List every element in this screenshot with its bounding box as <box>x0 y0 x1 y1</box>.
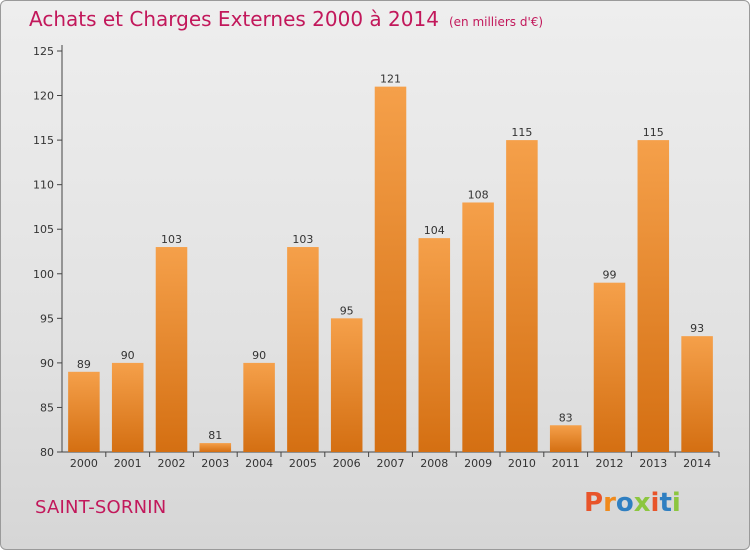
chart-subtitle: (en milliers d'€) <box>448 15 544 29</box>
x-tick-label: 2000 <box>70 457 98 470</box>
bar-2014 <box>681 336 713 452</box>
y-tick-label: 115 <box>33 134 54 147</box>
y-tick-label: 100 <box>33 268 54 281</box>
x-tick-label: 2010 <box>508 457 536 470</box>
bar-2002 <box>155 247 188 452</box>
data-label: 121 <box>380 73 401 86</box>
data-label: 95 <box>340 304 354 317</box>
data-label: 104 <box>424 224 445 237</box>
x-tick-label: 2009 <box>464 457 492 470</box>
data-label: 83 <box>559 411 573 424</box>
x-tick-label: 2005 <box>289 457 317 470</box>
bar-2006 <box>330 318 363 452</box>
y-tick-label: 80 <box>40 446 54 459</box>
y-tick-label: 95 <box>40 312 54 325</box>
x-tick-label: 2007 <box>377 457 405 470</box>
town-name: SAINT-SORNIN <box>35 497 167 518</box>
proxiti-logo[interactable]: Proxiti <box>584 488 681 518</box>
x-tick-label: 2006 <box>333 457 361 470</box>
data-label: 81 <box>208 429 222 442</box>
bar-2010 <box>506 140 538 452</box>
bar-2005 <box>287 247 319 452</box>
y-tick-label: 125 <box>33 45 54 58</box>
x-tick-label: 2001 <box>114 457 142 470</box>
bar-2011 <box>549 425 582 452</box>
data-label: 89 <box>77 358 91 371</box>
bar-2000 <box>68 371 100 452</box>
data-label: 99 <box>603 269 617 282</box>
bar-2009 <box>462 202 494 452</box>
data-labels: 89 90 103 81 90 103 95 121 104 108 115 83 99 115 93 <box>77 73 704 442</box>
y-tick-label: 120 <box>33 90 54 103</box>
bar-2007 <box>374 86 407 453</box>
data-label: 115 <box>643 126 664 139</box>
bar-2013 <box>637 140 670 452</box>
data-label: 90 <box>121 349 135 362</box>
data-label: 115 <box>511 126 532 139</box>
x-tick-label: 2012 <box>596 457 624 470</box>
y-tick-label: 85 <box>40 401 54 414</box>
chart-title-text: Achats et Charges Externes 2000 à 2014 <box>29 7 439 31</box>
logo-letter: o <box>615 488 634 518</box>
bar-2004 <box>243 362 275 452</box>
data-label: 103 <box>161 233 182 246</box>
chart-title: Achats et Charges Externes 2000 à 2014 (e… <box>29 7 543 31</box>
data-label: 90 <box>252 349 266 362</box>
logo-letter: r <box>603 488 616 518</box>
logo-letter: i <box>650 488 660 518</box>
logo-letter: i <box>671 488 681 518</box>
y-tick-label: 105 <box>33 223 54 236</box>
logo-letter: t <box>659 488 672 518</box>
bars <box>68 86 713 453</box>
x-tick-label: 2008 <box>420 457 448 470</box>
y-axis: 80 85 90 95 100 105 110 115 120 125 <box>33 45 63 459</box>
logo-letter: x <box>633 488 651 518</box>
bar-2012 <box>593 282 626 452</box>
y-tick-label: 90 <box>40 357 54 370</box>
bar-2001 <box>111 362 144 452</box>
bar-2003 <box>199 443 232 452</box>
x-tick-label: 2011 <box>552 457 580 470</box>
data-label: 108 <box>468 188 489 201</box>
x-tick-label: 2014 <box>683 457 711 470</box>
bar-2008 <box>418 238 451 452</box>
x-tick-label: 2003 <box>201 457 229 470</box>
x-tick-label: 2013 <box>639 457 667 470</box>
x-tick-label: 2004 <box>245 457 273 470</box>
data-label: 93 <box>690 322 704 335</box>
x-axis: 2000 2001 2002 2003 2004 2005 2006 2007 2008 2009… <box>62 451 720 470</box>
logo-letter: P <box>584 488 604 518</box>
x-tick-label: 2002 <box>158 457 186 470</box>
data-label: 103 <box>292 233 313 246</box>
y-tick-label: 110 <box>33 179 54 192</box>
